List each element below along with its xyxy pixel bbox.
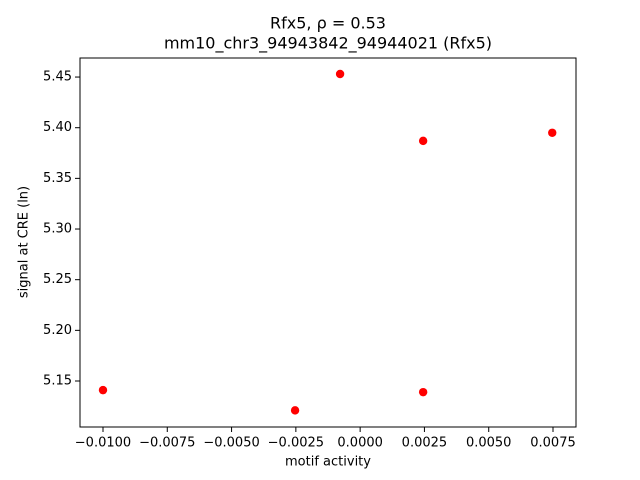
- x-tick-label: −0.0075: [139, 436, 195, 451]
- y-tick-label: 5.40: [43, 120, 72, 135]
- x-tick-label: 0.0025: [402, 436, 448, 451]
- x-tick-label: −0.0050: [203, 436, 259, 451]
- x-tick-label: 0.0000: [337, 436, 383, 451]
- x-tick-label: 0.0050: [466, 436, 512, 451]
- point: [418, 136, 428, 146]
- x-axis-label: motif activity: [285, 455, 371, 470]
- y-tick-label: 5.20: [43, 323, 72, 338]
- y-tick-label: 5.45: [43, 70, 72, 85]
- y-axis-label: signal at CRE (ln): [17, 186, 32, 298]
- y-tick-label: 5.30: [43, 222, 72, 237]
- point: [335, 69, 345, 79]
- chart-subtitle: mm10_chr3_94943842_94944021 (Rfx5): [164, 34, 492, 54]
- point: [98, 385, 108, 395]
- x-tick-label: −0.0025: [268, 436, 324, 451]
- chart-title: Rfx5, ρ = 0.53: [270, 14, 386, 33]
- y-tick-label: 5.15: [43, 374, 72, 389]
- x-tick-label: 0.0075: [530, 436, 576, 451]
- x-tick-label: −0.0100: [75, 436, 131, 451]
- point: [290, 406, 300, 415]
- point: [548, 128, 557, 137]
- point: [418, 387, 428, 397]
- y-tick-label: 5.25: [43, 272, 72, 287]
- plot-frame: [79, 57, 577, 428]
- y-tick-label: 5.35: [43, 171, 72, 186]
